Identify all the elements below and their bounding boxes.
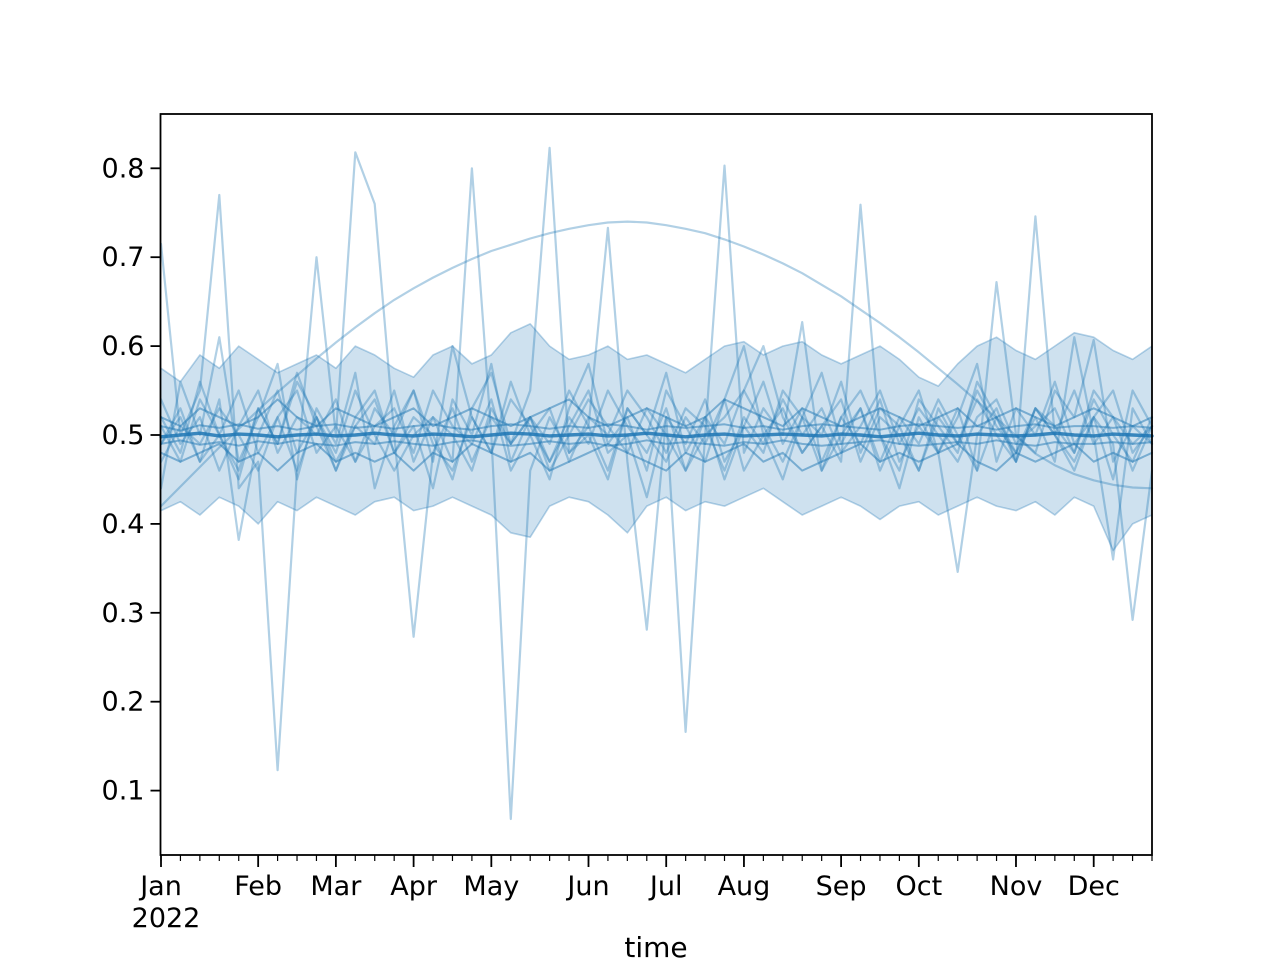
y-tick-label: 0.3 (102, 598, 145, 629)
axes-spines (159, 113, 1153, 856)
quantile-upper-line (160, 398, 1153, 428)
y-tick-label: 0.8 (102, 153, 145, 184)
uncertainty-band-fill (161, 323, 1152, 551)
quantile-mid-upper-line (160, 423, 1153, 432)
y-tick-label: 0.5 (102, 420, 145, 451)
series-lines-group (159, 146, 1154, 821)
x-tick-label: Jan (138, 871, 182, 902)
sample-8-line (159, 371, 1154, 481)
x-tick-label: May (463, 871, 519, 902)
x-tick-label: Aug (718, 871, 771, 902)
x-tick-label: Dec (1068, 871, 1120, 902)
y-tick-label: 0.4 (102, 509, 145, 540)
band-upper-edge (160, 323, 1153, 387)
sample-2-line (159, 146, 1154, 734)
y-tick-label: 0.1 (102, 776, 145, 807)
x-tick-year-label: 2022 (132, 903, 201, 934)
y-tick-label: 0.7 (102, 242, 145, 273)
quantile-lower-line (160, 442, 1153, 472)
band-lower-edge (160, 487, 1153, 552)
x-tick-label: Apr (390, 871, 438, 902)
x-tick-label: Nov (990, 871, 1043, 902)
axis-labels-group: time (624, 931, 687, 960)
sample-3-line (159, 362, 1154, 490)
x-tick-label: Jul (648, 871, 683, 902)
x-axis-label: time (624, 931, 687, 960)
y-tick-label: 0.6 (102, 331, 145, 362)
x-tick-label: Sep (816, 871, 867, 902)
y-tick-label: 0.2 (102, 687, 145, 718)
sample-5-line (159, 336, 1154, 561)
x-tick-label: Feb (234, 871, 282, 902)
x-tick-label: Mar (310, 871, 362, 902)
axes-frame-group (159, 113, 1153, 856)
quantile-mid-lower-line (160, 439, 1153, 447)
x-tick-label: Oct (895, 871, 942, 902)
x-tick-label: Jun (565, 871, 609, 902)
median-line (159, 431, 1154, 439)
uncertainty-band-group (160, 323, 1153, 552)
seasonal-trend-line (159, 220, 1154, 508)
